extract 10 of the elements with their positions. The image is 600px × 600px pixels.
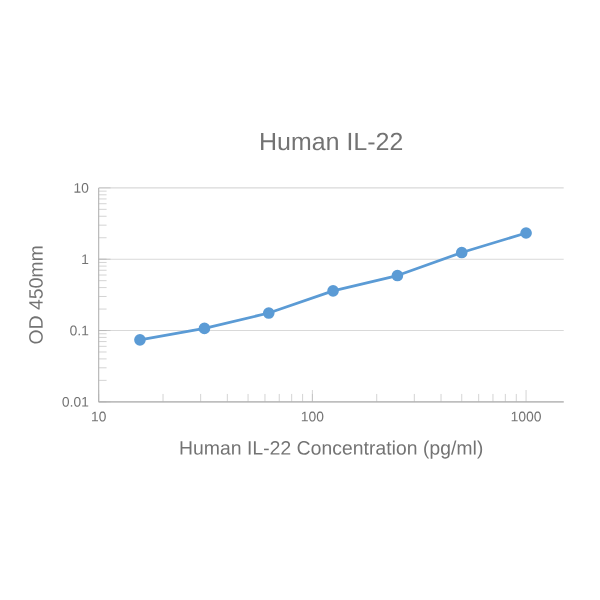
point [198,322,211,335]
point [455,246,468,259]
point [520,227,532,239]
point [262,307,275,319]
point [391,269,404,282]
point [327,285,339,297]
point [134,334,146,346]
y-axis-title: OD 450mm [29,246,43,344]
x-axis-title: Human IL-22 Concentration (pg/ml) [180,440,483,459]
chart-title: Human IL-22 [261,132,403,151]
